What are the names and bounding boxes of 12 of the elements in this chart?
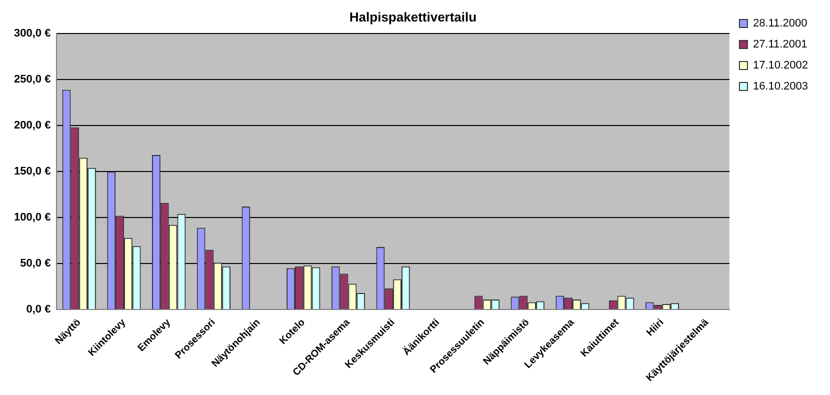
legend-label: 27.11.2001 [752,38,808,51]
y-tick-label: 250,0 € [14,74,51,86]
legend-label: 17.10.2002 [752,60,808,72]
y-tick-label: 300,0 € [14,28,51,40]
chart-title: Halpispakettivertailu [349,9,477,24]
y-tick-label: 150,0 € [14,166,51,178]
y-tick-label: 100,0 € [14,212,51,224]
y-tick-label: 200,0 € [14,120,51,132]
legend-label: 28.11.2000 [752,18,808,30]
y-tick-label: 0,0 € [26,304,51,316]
legend-label: 16.10.2003 [752,80,808,93]
y-tick-label: 50,0 € [20,258,51,270]
